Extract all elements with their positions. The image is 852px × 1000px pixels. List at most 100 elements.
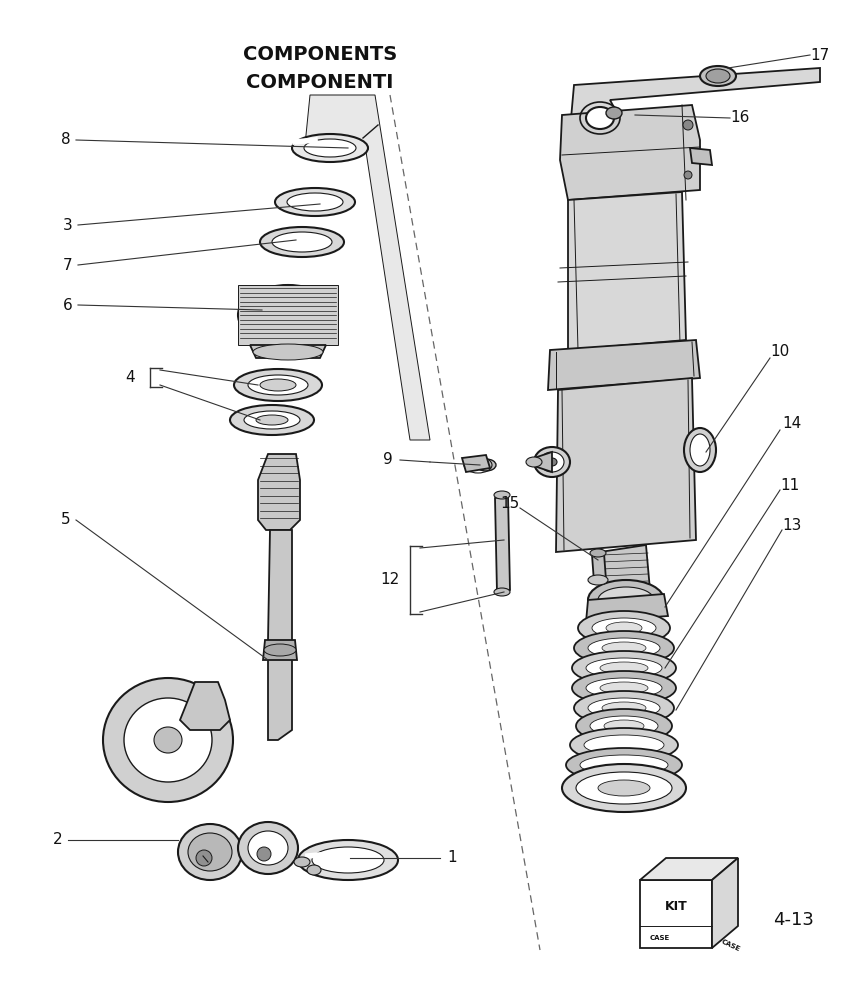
- Ellipse shape: [606, 107, 622, 119]
- Polygon shape: [305, 95, 430, 440]
- Ellipse shape: [684, 171, 692, 179]
- Ellipse shape: [526, 457, 542, 467]
- Ellipse shape: [588, 698, 660, 718]
- Ellipse shape: [588, 580, 664, 620]
- Ellipse shape: [292, 134, 368, 162]
- Ellipse shape: [540, 452, 564, 472]
- Ellipse shape: [298, 840, 398, 880]
- Ellipse shape: [602, 642, 646, 654]
- Ellipse shape: [294, 857, 310, 867]
- Polygon shape: [258, 454, 300, 530]
- Text: KIT: KIT: [665, 900, 688, 912]
- Ellipse shape: [578, 611, 670, 645]
- Ellipse shape: [570, 728, 678, 762]
- Ellipse shape: [178, 824, 242, 880]
- Ellipse shape: [103, 678, 233, 802]
- Ellipse shape: [574, 631, 674, 665]
- Ellipse shape: [600, 682, 648, 694]
- Ellipse shape: [590, 716, 658, 736]
- Ellipse shape: [690, 434, 710, 466]
- Ellipse shape: [272, 232, 332, 252]
- Ellipse shape: [238, 822, 298, 874]
- Ellipse shape: [576, 772, 672, 804]
- Ellipse shape: [586, 678, 662, 698]
- Polygon shape: [586, 594, 668, 622]
- Ellipse shape: [238, 285, 338, 345]
- Ellipse shape: [268, 303, 308, 327]
- Ellipse shape: [244, 411, 300, 429]
- Text: 1: 1: [447, 850, 457, 865]
- Ellipse shape: [574, 691, 674, 725]
- Ellipse shape: [248, 375, 308, 395]
- Ellipse shape: [534, 447, 570, 477]
- Polygon shape: [180, 682, 230, 730]
- Text: 9: 9: [383, 452, 393, 468]
- Polygon shape: [640, 880, 712, 948]
- Text: 10: 10: [770, 344, 790, 360]
- Ellipse shape: [256, 415, 288, 425]
- Polygon shape: [568, 192, 686, 350]
- Polygon shape: [534, 452, 552, 472]
- Ellipse shape: [312, 847, 384, 873]
- Ellipse shape: [606, 622, 642, 634]
- Ellipse shape: [476, 459, 496, 471]
- Ellipse shape: [307, 865, 321, 875]
- Ellipse shape: [576, 709, 672, 743]
- Ellipse shape: [572, 651, 676, 685]
- Ellipse shape: [230, 405, 314, 435]
- Text: 12: 12: [380, 572, 400, 587]
- Ellipse shape: [188, 833, 232, 871]
- Ellipse shape: [304, 139, 356, 157]
- Ellipse shape: [196, 850, 212, 866]
- Ellipse shape: [566, 748, 682, 782]
- Polygon shape: [592, 553, 606, 582]
- Ellipse shape: [547, 458, 557, 466]
- Ellipse shape: [700, 66, 736, 86]
- Ellipse shape: [706, 69, 730, 83]
- Ellipse shape: [602, 702, 646, 714]
- Polygon shape: [640, 858, 738, 880]
- Ellipse shape: [584, 735, 664, 755]
- Text: COMPONENTI: COMPONENTI: [246, 73, 394, 92]
- Ellipse shape: [124, 698, 212, 782]
- Polygon shape: [600, 545, 650, 598]
- Text: 8: 8: [61, 132, 71, 147]
- Ellipse shape: [260, 379, 296, 391]
- Text: 4-13: 4-13: [773, 911, 814, 929]
- Ellipse shape: [494, 491, 510, 499]
- Polygon shape: [560, 105, 700, 200]
- Text: 5: 5: [61, 512, 71, 528]
- Ellipse shape: [248, 831, 288, 865]
- Polygon shape: [268, 530, 292, 740]
- Polygon shape: [690, 148, 712, 165]
- Ellipse shape: [586, 107, 614, 129]
- Ellipse shape: [234, 369, 322, 401]
- Text: CASE: CASE: [650, 935, 671, 941]
- Ellipse shape: [586, 658, 662, 678]
- Polygon shape: [556, 378, 696, 552]
- Ellipse shape: [598, 780, 650, 796]
- Ellipse shape: [260, 227, 344, 257]
- Ellipse shape: [562, 764, 686, 812]
- Ellipse shape: [257, 847, 271, 861]
- Ellipse shape: [588, 638, 660, 658]
- Ellipse shape: [253, 344, 323, 360]
- Ellipse shape: [275, 188, 355, 216]
- Text: 6: 6: [63, 298, 73, 312]
- Ellipse shape: [600, 662, 648, 674]
- Text: 15: 15: [500, 495, 520, 510]
- Text: 13: 13: [782, 518, 802, 532]
- Text: 14: 14: [782, 416, 802, 432]
- Text: 11: 11: [780, 478, 800, 492]
- Text: CASE: CASE: [721, 938, 741, 952]
- Text: 16: 16: [730, 110, 750, 125]
- Text: 4: 4: [125, 370, 135, 385]
- Polygon shape: [570, 68, 820, 130]
- Ellipse shape: [683, 120, 693, 130]
- Ellipse shape: [588, 575, 608, 585]
- Ellipse shape: [604, 720, 644, 732]
- Polygon shape: [238, 285, 338, 345]
- Ellipse shape: [598, 587, 654, 613]
- Ellipse shape: [494, 588, 510, 596]
- Ellipse shape: [572, 671, 676, 705]
